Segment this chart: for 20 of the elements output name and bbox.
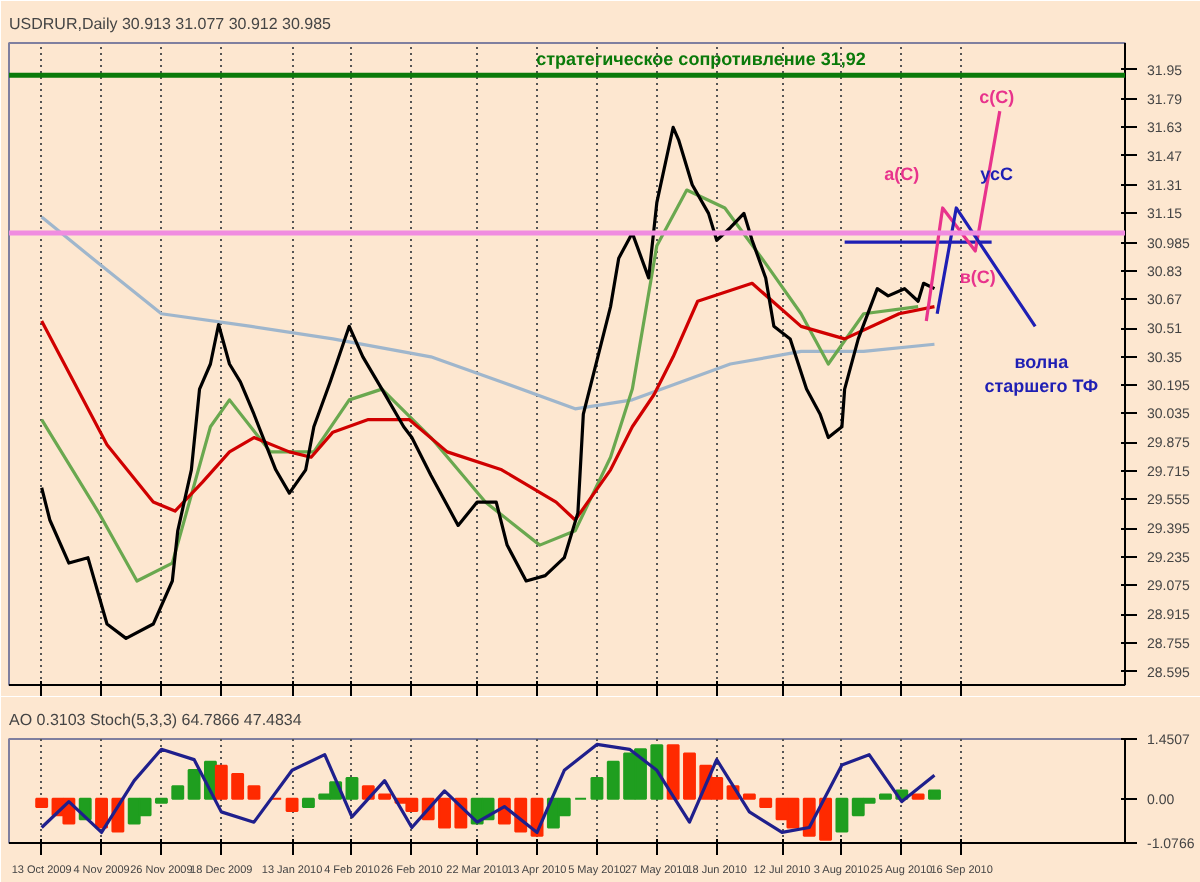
bar (35, 797, 49, 808)
bar (590, 777, 604, 800)
bar (345, 777, 359, 800)
line-series (40, 188, 920, 583)
chart-title: USDRUR,Daily 30.913 31.077 30.912 30.985 (9, 15, 333, 33)
bar (835, 797, 849, 833)
annotation: c(C) (979, 87, 1015, 108)
chart-title: AO 0.3103 Stoch(5,3,3) 64.7866 47.4834 (9, 711, 303, 729)
bar (285, 797, 299, 813)
bar (928, 789, 941, 800)
line-series (40, 125, 937, 640)
annotation: a(C) (884, 164, 920, 185)
line-series (40, 742, 937, 835)
ref-line-label: стратегическое сопротивление 31,92 (536, 49, 866, 70)
line-series (40, 215, 937, 411)
line-series (40, 281, 937, 522)
bar (247, 785, 261, 800)
bar (911, 793, 925, 800)
annotation: в(C) (959, 266, 996, 287)
annotation: волна старшего ТФ (984, 352, 1099, 397)
